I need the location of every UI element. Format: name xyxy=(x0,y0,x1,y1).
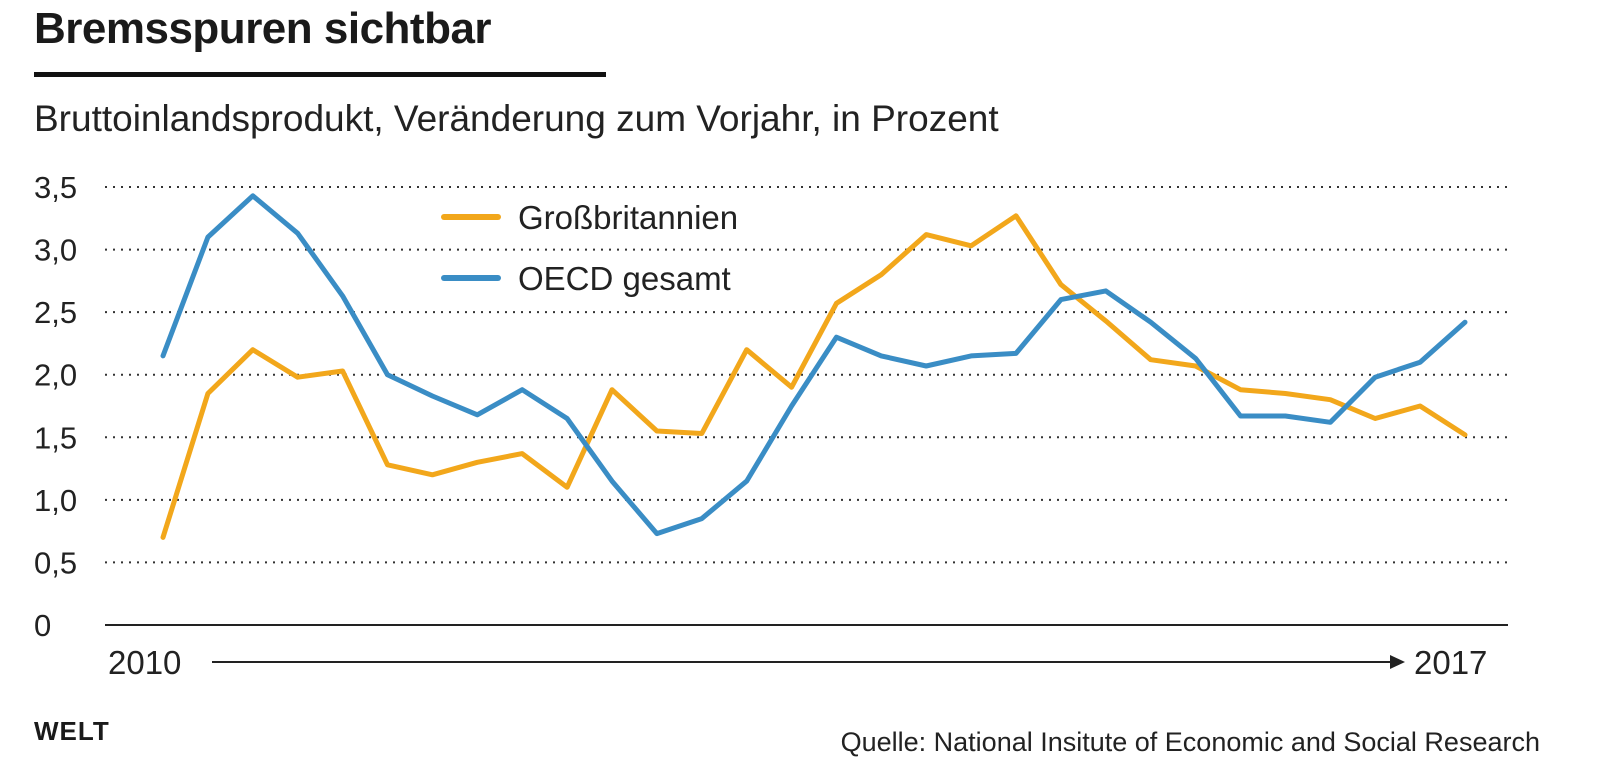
y-tick-label: 3,0 xyxy=(34,233,77,268)
y-tick-label: 0 xyxy=(34,608,51,643)
grid-lines xyxy=(105,186,1508,564)
x-start-label: 2010 xyxy=(108,644,181,681)
source-note: Quelle: National Insitute of Economic an… xyxy=(840,727,1540,757)
y-tick-label: 3,5 xyxy=(34,170,77,205)
y-tick-label: 2,0 xyxy=(34,358,77,393)
y-tick-label: 1,5 xyxy=(34,420,77,455)
series-line-gro-britannien xyxy=(160,213,1468,540)
y-tick-label: 1,0 xyxy=(34,483,77,518)
title-underline xyxy=(34,72,606,77)
legend-label: Großbritannien xyxy=(518,199,738,236)
legend: Großbritannien OECD gesamt xyxy=(441,199,738,297)
chart-subtitle: Bruttoinlandsprodukt, Veränderung zum Vo… xyxy=(34,98,999,139)
welt-logo: WELT xyxy=(34,716,110,746)
series-line-oecd-gesamt xyxy=(160,193,1468,537)
x-axis: 2010 2017 xyxy=(108,644,1487,681)
chart-title: Bremsspuren sichtbar xyxy=(34,4,492,53)
x-end-label: 2017 xyxy=(1414,644,1487,681)
time-arrow-head-icon xyxy=(1390,655,1405,669)
y-tick-label: 2,5 xyxy=(34,295,77,330)
series-lines xyxy=(160,193,1468,540)
y-axis-ticks: 0 0,5 1,0 1,5 2,0 2,5 3,0 3,5 xyxy=(34,170,77,643)
y-tick-label: 0,5 xyxy=(34,545,77,580)
legend-label: OECD gesamt xyxy=(518,260,731,297)
